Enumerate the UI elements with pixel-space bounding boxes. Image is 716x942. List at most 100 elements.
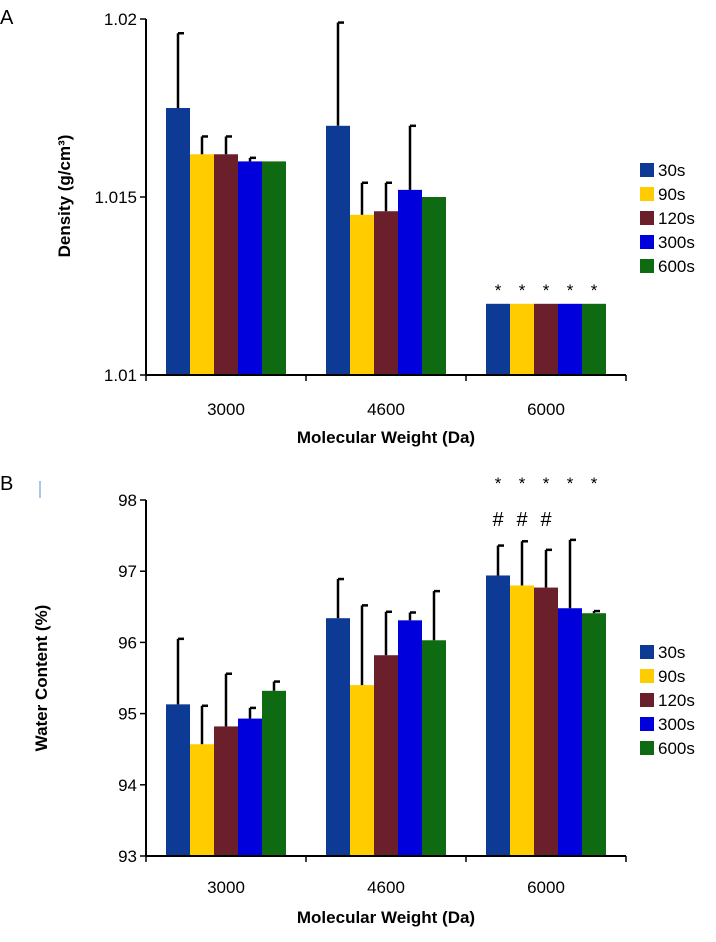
- legend-swatch-30s: [640, 163, 654, 177]
- bar-600s-4600: [422, 640, 446, 856]
- significance-hash: #: [516, 509, 528, 531]
- panel-a-x-axis-title: Molecular Weight (Da): [297, 428, 475, 447]
- bar-90s-4600: [350, 214, 374, 375]
- panel-a-y-axis-title: Density (g/cm³): [55, 135, 74, 258]
- panel-b-y-ticks: 93 94 95 96 97 98: [118, 491, 146, 866]
- bar-90s-6000: [510, 303, 534, 375]
- legend-swatch-90s: [640, 669, 654, 683]
- significance-asterisk: *: [519, 474, 526, 493]
- legend-swatch-120s: [640, 211, 654, 225]
- significance-asterisk: *: [543, 474, 550, 493]
- panel-b-y-axis-title: Water Content (%): [32, 605, 51, 752]
- legend-swatch-600s: [640, 741, 654, 755]
- panel-b-x-ticks: 3000 4600 6000: [207, 878, 565, 897]
- panel-b-legend: 30s 90s 120s 300s 600s: [640, 643, 695, 758]
- panel-a-annotations: * * * * *: [495, 281, 598, 300]
- legend-label-90s: 90s: [658, 185, 685, 204]
- bar-300s-6000: [558, 303, 582, 375]
- bar-120s-6000: [534, 303, 558, 375]
- y-tick-label: 1.015: [94, 188, 137, 207]
- x-tick-label: 6000: [527, 878, 565, 897]
- bar-300s-3000: [238, 718, 262, 856]
- x-tick-label: 3000: [207, 400, 245, 419]
- legend-swatch-600s: [640, 259, 654, 273]
- legend-label-600s: 600s: [658, 257, 695, 276]
- significance-asterisk: *: [591, 474, 598, 493]
- bar-120s-3000: [214, 154, 238, 375]
- bar-600s-6000: [582, 613, 606, 856]
- panel-a-error-bars: [176, 21, 416, 215]
- legend-label-300s: 300s: [658, 715, 695, 734]
- bar-600s-3000: [262, 161, 286, 375]
- significance-asterisk: *: [567, 474, 574, 493]
- legend-swatch-300s: [640, 235, 654, 249]
- bar-300s-6000: [558, 608, 582, 856]
- panel-a: A 1.01 1.015 1.02 * * * * * 3000 4600 6000 Molec…: [0, 7, 695, 447]
- significance-asterisk: *: [591, 281, 598, 300]
- bar-90s-4600: [350, 685, 374, 856]
- x-tick-label: 4600: [367, 400, 405, 419]
- x-tick-label: 4600: [367, 878, 405, 897]
- significance-asterisk: *: [567, 281, 574, 300]
- legend-label-120s: 120s: [658, 691, 695, 710]
- panel-b-bars: [166, 575, 606, 856]
- y-tick-label: 98: [118, 491, 137, 510]
- legend-label-30s: 30s: [658, 161, 685, 180]
- legend-swatch-90s: [640, 187, 654, 201]
- panel-a-axes: [145, 19, 627, 381]
- legend-swatch-30s: [640, 645, 654, 659]
- legend-label-600s: 600s: [658, 739, 695, 758]
- panel-b-axes: [145, 500, 627, 862]
- bar-30s-4600: [326, 125, 350, 375]
- bar-300s-3000: [238, 161, 262, 375]
- x-tick-label: 6000: [527, 400, 565, 419]
- bar-30s-3000: [166, 108, 190, 375]
- legend-swatch-120s: [640, 693, 654, 707]
- y-tick-label: 95: [118, 705, 137, 724]
- panel-a-legend: 30s 90s 120s 300s 600s: [640, 161, 695, 276]
- panel-a-bars: [166, 108, 606, 375]
- legend-swatch-300s: [640, 717, 654, 731]
- bar-600s-3000: [262, 690, 286, 856]
- bar-120s-4600: [374, 655, 398, 856]
- panel-a-y-ticks: 1.01 1.015 1.02: [94, 10, 146, 385]
- y-tick-label: 1.02: [104, 10, 137, 29]
- panel-b: B 93 94 95 96 97 98 * # * # * # * * 3000 4600 6000 Mol…: [0, 473, 695, 927]
- legend-label-120s: 120s: [658, 209, 695, 228]
- bar-90s-3000: [190, 154, 214, 375]
- legend-label-90s: 90s: [658, 667, 685, 686]
- panel-a-label: A: [0, 7, 14, 29]
- panel-b-label: B: [0, 473, 13, 495]
- significance-asterisk: *: [519, 281, 526, 300]
- significance-asterisk: *: [495, 474, 502, 493]
- y-tick-label: 94: [118, 776, 137, 795]
- y-tick-label: 93: [118, 847, 137, 866]
- panel-b-annotations: * # * # * # * *: [492, 474, 597, 531]
- bar-300s-4600: [398, 620, 422, 856]
- significance-asterisk: *: [495, 281, 502, 300]
- x-tick-label: 3000: [207, 878, 245, 897]
- bar-90s-3000: [190, 744, 214, 856]
- bar-90s-6000: [510, 585, 534, 856]
- y-tick-label: 96: [118, 633, 137, 652]
- legend-label-30s: 30s: [658, 643, 685, 662]
- y-tick-label: 97: [118, 562, 137, 581]
- bar-30s-6000: [486, 303, 510, 375]
- panel-a-x-ticks: 3000 4600 6000: [207, 400, 565, 419]
- bar-300s-4600: [398, 189, 422, 375]
- significance-hash: #: [540, 509, 552, 531]
- bar-30s-4600: [326, 618, 350, 856]
- significance-asterisk: *: [543, 281, 550, 300]
- bar-120s-6000: [534, 587, 558, 856]
- bar-30s-3000: [166, 704, 190, 856]
- panel-b-error-bars: [176, 538, 600, 745]
- bar-120s-4600: [374, 211, 398, 375]
- legend-label-300s: 300s: [658, 233, 695, 252]
- bar-600s-6000: [582, 303, 606, 375]
- bar-30s-6000: [486, 575, 510, 856]
- bar-120s-3000: [214, 726, 238, 856]
- bar-600s-4600: [422, 197, 446, 375]
- significance-hash: #: [492, 509, 504, 531]
- y-tick-label: 1.01: [104, 366, 137, 385]
